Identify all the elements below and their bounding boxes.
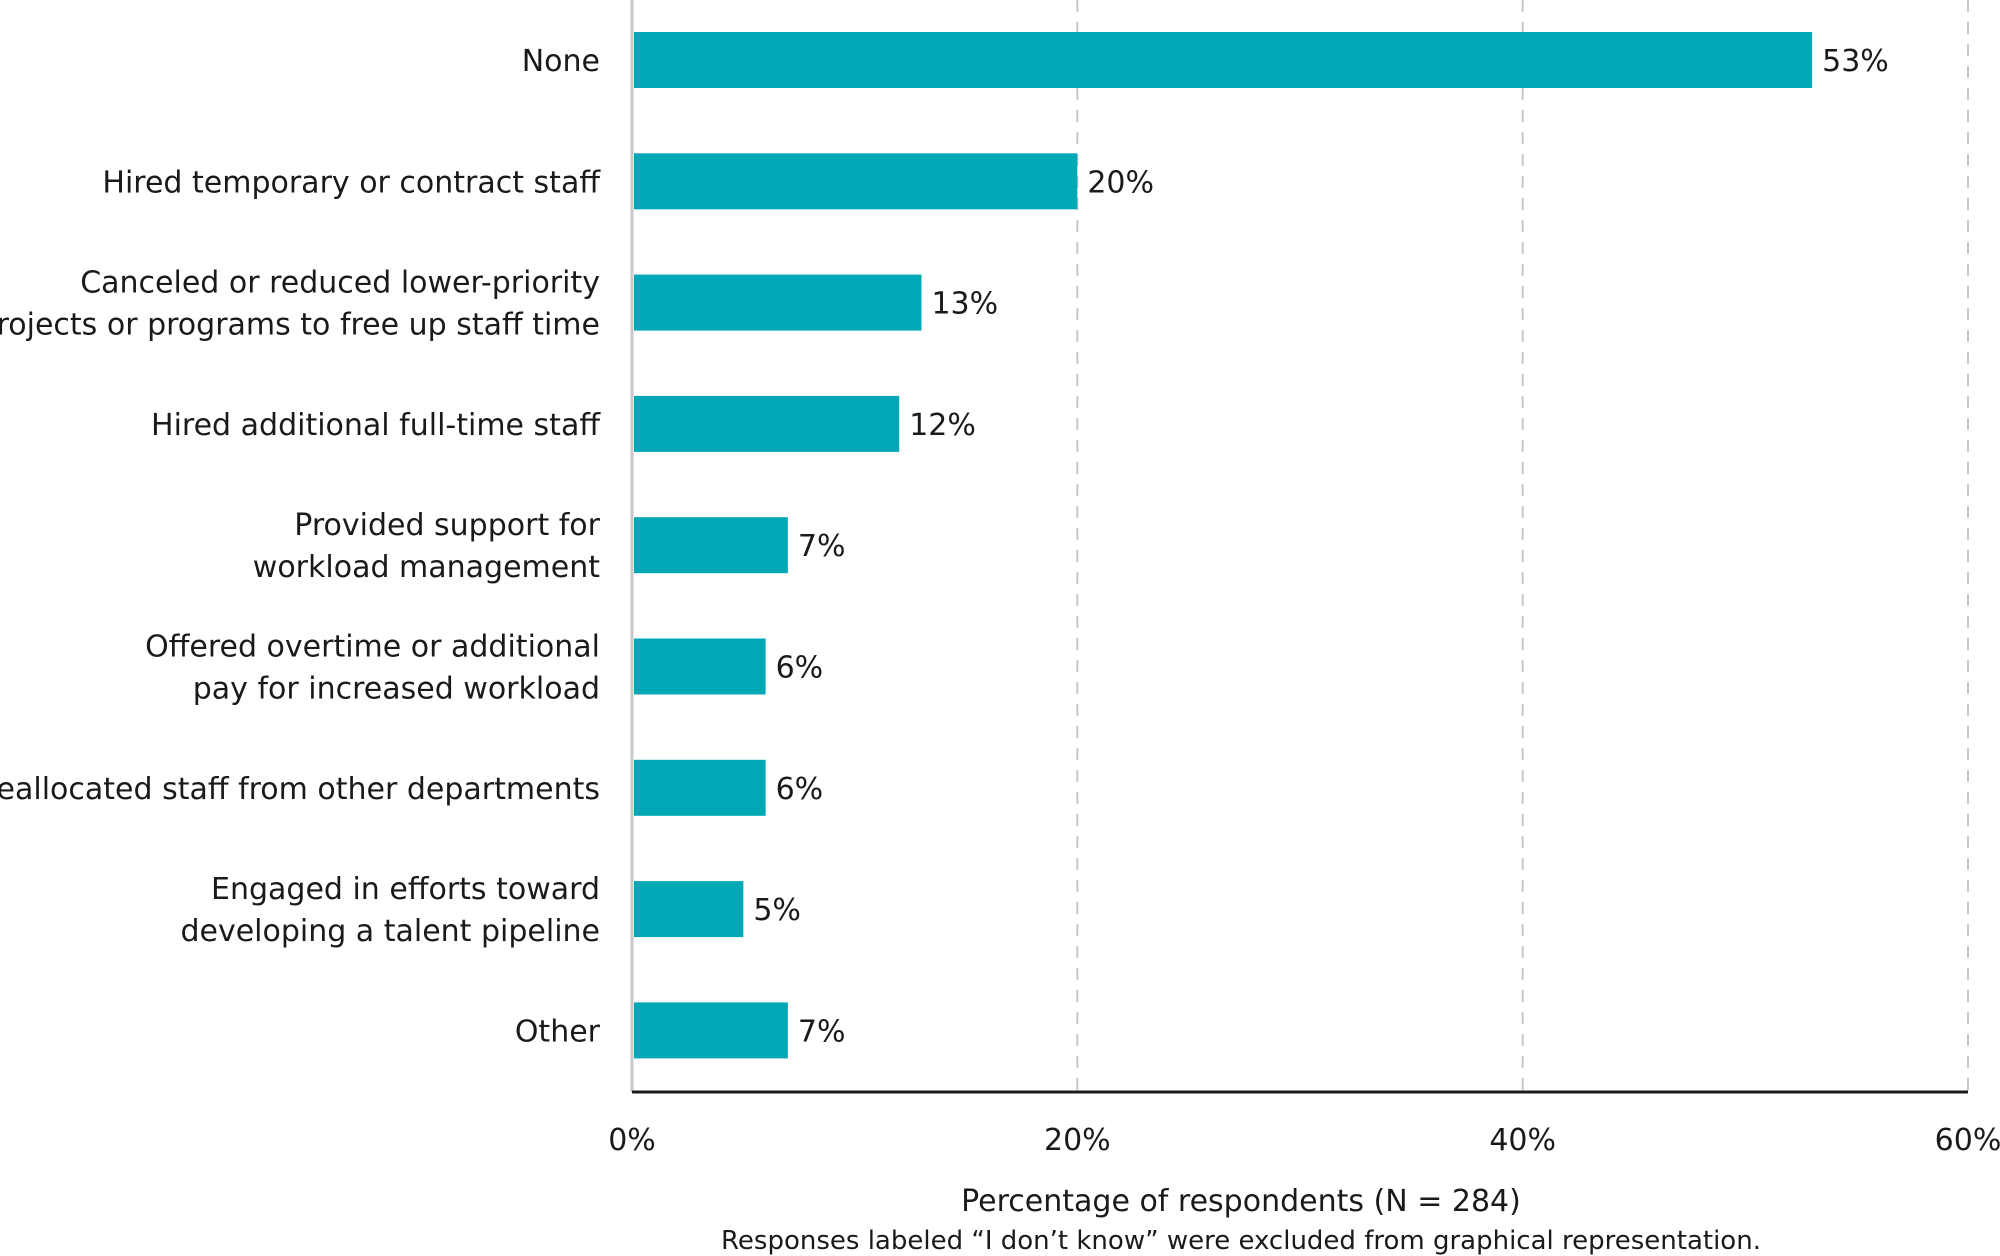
category-label-line: None <box>522 44 600 79</box>
bar <box>634 274 922 331</box>
category-label-line: Engaged in efforts toward <box>211 872 600 907</box>
value-labels: 53% 20% 13% 12% 7% 6% 6% 5% 7% <box>753 44 1888 1049</box>
x-tick-label: 20% <box>1044 1123 1111 1158</box>
bar <box>634 1002 788 1059</box>
bar <box>634 638 766 695</box>
category-label: Canceled or reduced lower-priority projec… <box>0 266 600 343</box>
value-label: 7% <box>798 529 846 564</box>
bar <box>634 153 1078 210</box>
category-label-line: developing a talent pipeline <box>180 914 600 949</box>
x-tick-label: 40% <box>1489 1123 1556 1158</box>
category-label-line: Hired temporary or contract staff <box>102 165 601 200</box>
value-label: 12% <box>909 408 976 443</box>
category-label: Offered overtime or additional pay for in… <box>145 630 600 707</box>
bar <box>634 759 766 816</box>
category-label-line: Provided support for <box>294 508 600 543</box>
value-label: 6% <box>776 651 824 686</box>
category-label: None <box>522 44 600 79</box>
category-label-line: Hired additional full-time staff <box>151 408 601 443</box>
category-label: Hired additional full-time staff <box>151 408 601 443</box>
category-label-line: Canceled or reduced lower-priority <box>80 266 600 301</box>
gridlines <box>1076 0 1969 1092</box>
value-label: 13% <box>931 287 998 322</box>
value-label: 6% <box>776 772 824 807</box>
bar <box>634 881 744 938</box>
category-label: Other <box>515 1014 601 1049</box>
x-tick-labels: 0% 20% 40% 60% <box>608 1123 2000 1158</box>
category-label: Hired temporary or contract staff <box>102 165 601 200</box>
value-label: 7% <box>798 1014 846 1049</box>
x-axis-title: Percentage of respondents (N = 284) <box>961 1184 1521 1219</box>
value-label: 5% <box>753 893 801 928</box>
x-tick-label: 60% <box>1935 1123 2000 1158</box>
category-label: Provided support for workload management <box>253 508 601 585</box>
footnote: Responses labeled “I don’t know” were ex… <box>721 1226 1761 1256</box>
bars <box>634 32 1813 1059</box>
bar <box>634 517 788 574</box>
category-label-line: workload management <box>253 550 600 585</box>
category-label: Reallocated staff from other departments <box>0 772 600 807</box>
category-labels: None Hired temporary or contract staff Can… <box>0 44 601 1049</box>
category-label-line: Reallocated staff from other departments <box>0 772 600 807</box>
category-label-line: Other <box>515 1014 601 1049</box>
value-label: 53% <box>1822 44 1889 79</box>
category-label-line: projects or programs to free up staff ti… <box>0 308 600 343</box>
axes <box>630 0 1968 1094</box>
category-label-line: pay for increased workload <box>193 672 600 707</box>
bar <box>634 32 1813 88</box>
category-label: Engaged in efforts toward developing a ta… <box>180 872 600 949</box>
category-label-line: Offered overtime or additional <box>145 630 600 665</box>
x-tick-label: 0% <box>608 1123 656 1158</box>
value-label: 20% <box>1087 165 1154 200</box>
bar <box>634 395 900 452</box>
